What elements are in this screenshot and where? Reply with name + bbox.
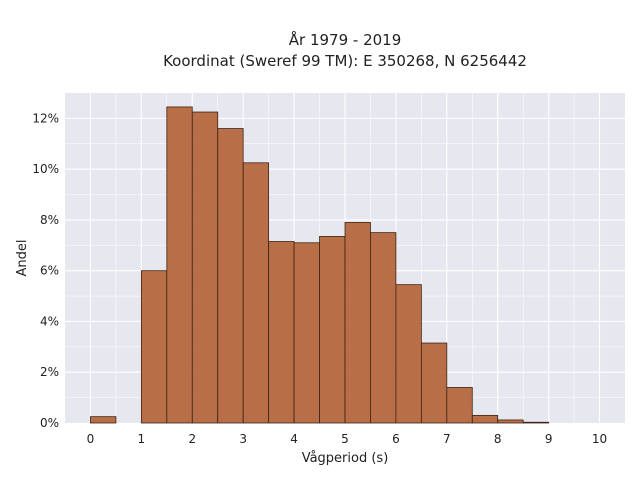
- x-axis-ticks: 0 1 2 3 4 5 6 7 8 9 10: [87, 432, 608, 446]
- x-tick-label: 9: [545, 432, 553, 446]
- y-axis-label: Andel: [15, 240, 30, 277]
- x-tick-label: 4: [290, 432, 298, 446]
- x-tick-label: 6: [392, 432, 400, 446]
- y-tick-label: 4%: [40, 314, 59, 328]
- histogram-bar: [344, 222, 371, 424]
- histogram-bar: [420, 342, 448, 424]
- y-axis-ticks: 0% 2% 4% 6% 8% 10% 12%: [32, 111, 59, 430]
- histogram-bar: [90, 416, 117, 424]
- histogram-bar: [395, 284, 422, 424]
- y-tick-label: 10%: [32, 162, 59, 176]
- histogram-bar: [522, 421, 550, 424]
- histogram-bars: [90, 106, 550, 424]
- histogram-bar: [268, 241, 295, 424]
- x-tick-label: 1: [138, 432, 146, 446]
- x-tick-label: 8: [494, 432, 502, 446]
- y-tick-label: 12%: [32, 111, 59, 125]
- x-tick-label: 0: [87, 432, 95, 446]
- x-tick-label: 3: [239, 432, 247, 446]
- x-axis-label: Vågperiod (s): [302, 451, 389, 466]
- histogram-bar: [166, 106, 193, 424]
- histogram-bar: [140, 270, 168, 424]
- x-tick-label: 2: [188, 432, 196, 446]
- chart-subtitle: Koordinat (Sweref 99 TM): E 350268, N 62…: [163, 52, 527, 70]
- y-tick-label: 8%: [40, 213, 59, 227]
- histogram-bar: [191, 111, 219, 424]
- x-tick-label: 5: [341, 432, 349, 446]
- histogram-bar: [319, 236, 346, 424]
- x-tick-label: 10: [592, 432, 607, 446]
- y-tick-label: 2%: [40, 365, 59, 379]
- histogram-bar: [497, 419, 524, 424]
- chart-title: År 1979 - 2019: [289, 30, 402, 49]
- histogram-bar: [293, 242, 320, 424]
- histogram-bar: [217, 128, 244, 424]
- x-tick-label: 7: [443, 432, 451, 446]
- histogram-bar: [242, 162, 270, 424]
- histogram-bar: [370, 232, 397, 424]
- y-tick-label: 0%: [40, 416, 59, 430]
- histogram-bar: [446, 387, 473, 424]
- y-tick-label: 6%: [40, 264, 59, 278]
- histogram-bar: [471, 414, 499, 424]
